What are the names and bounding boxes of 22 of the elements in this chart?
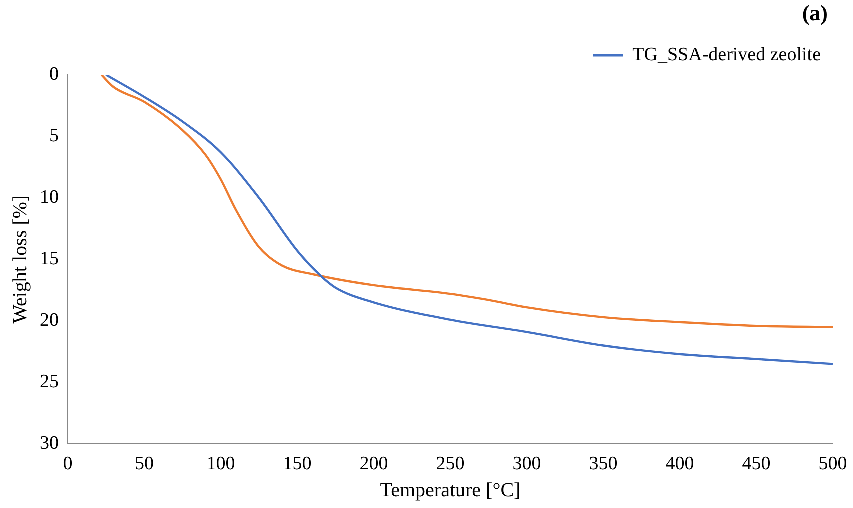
x-axis-title: Temperature [°C] xyxy=(380,479,521,502)
x-tick-label: 450 xyxy=(742,454,771,475)
y-tick-label: 25 xyxy=(40,372,59,393)
x-tick-label: 100 xyxy=(206,454,236,475)
x-tick-label: 400 xyxy=(666,454,694,475)
text: (a) xyxy=(802,0,828,26)
y-tick-label: 15 xyxy=(40,248,59,270)
y-tick-label: 10 xyxy=(40,187,59,208)
y-tick-label: 5 xyxy=(50,126,59,147)
y-tick-label: 0 xyxy=(50,64,59,85)
y-axis-title: Weight loss [%] xyxy=(9,195,32,324)
legend-label: TG_SSA-derived zeolite xyxy=(632,44,822,66)
x-tick-label: 0 xyxy=(63,454,73,475)
x-tick-label: 350 xyxy=(589,454,618,475)
x-tick-label: 250 xyxy=(436,454,465,475)
x-tick-label: 50 xyxy=(135,454,154,475)
x-tick-label: 500 xyxy=(818,454,848,475)
y-tick-label: 20 xyxy=(40,310,59,332)
x-tick-label: 150 xyxy=(283,454,312,475)
x-tick-label: 300 xyxy=(512,454,542,475)
y-tick-label: 30 xyxy=(40,433,59,454)
x-tick-label: 200 xyxy=(360,454,388,475)
